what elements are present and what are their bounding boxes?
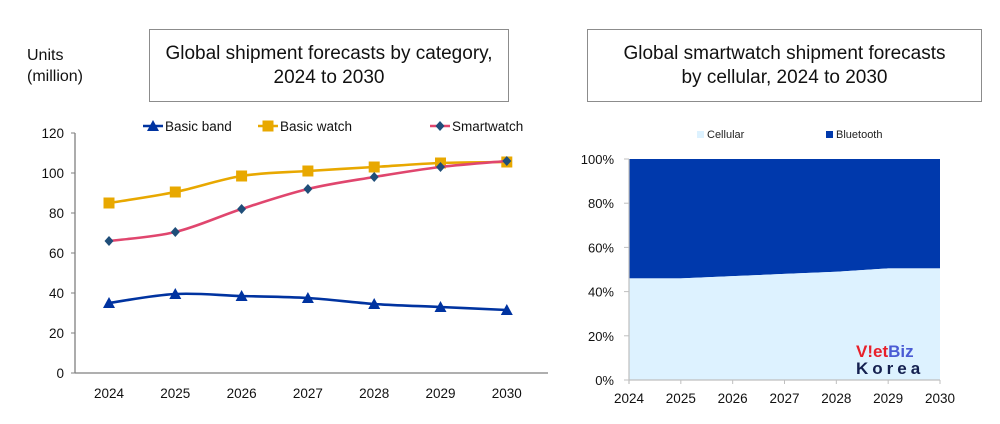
data-point-smartwatch [369, 172, 379, 182]
x-tick-label: 2027 [293, 386, 323, 401]
x-tick-label: 2029 [873, 391, 903, 406]
x-tick-label: 2030 [925, 391, 955, 406]
y-tick-label: 20 [49, 326, 64, 341]
data-point-basic-watch [169, 186, 181, 198]
data-point-basic-band [301, 292, 314, 303]
y-tick-label: 100 [41, 166, 64, 181]
x-tick-label: 2027 [769, 391, 799, 406]
data-point-basic-watch [236, 170, 248, 182]
y-tick-label: 40 [49, 286, 64, 301]
data-point-basic-watch [368, 161, 380, 173]
legend-label: Basic watch [280, 119, 352, 134]
y-tick-label: 120 [41, 126, 64, 141]
area-cellular [629, 268, 940, 380]
left-title-line-2: 2024 to 2030 [273, 66, 385, 88]
data-point-basic-band [235, 290, 248, 301]
x-tick-label: 2029 [425, 386, 455, 401]
data-point-basic-watch [103, 197, 115, 209]
data-point-smartwatch [104, 236, 114, 246]
watermark-logo: V!etBiz [856, 342, 914, 361]
right-title-line-2: by cellular, 2024 to 2030 [681, 66, 888, 88]
data-point-basic-band [368, 298, 381, 309]
x-tick-label: 2028 [821, 391, 851, 406]
legend-label: Smartwatch [452, 119, 523, 134]
y-tick-label: 0% [595, 373, 614, 388]
data-point-basic-band [169, 288, 182, 299]
y-axis-unit-label: Units (million) [27, 45, 83, 87]
data-point-smartwatch [237, 204, 247, 214]
x-tick-label: 2030 [492, 386, 522, 401]
y-tick-label: 80 [49, 206, 64, 221]
y-tick-label: 0 [56, 366, 64, 381]
right-title-line-1: Global smartwatch shipment forecasts [623, 42, 946, 64]
x-tick-label: 2024 [94, 386, 125, 401]
area-bluetooth [629, 159, 940, 279]
legend-marker [147, 120, 159, 131]
y-tick-label: 100% [581, 152, 615, 167]
y-tick-label: 80% [588, 196, 614, 211]
y-tick-label: 60 [49, 246, 64, 261]
x-tick-label: 2026 [227, 386, 257, 401]
units-line-2: (million) [27, 68, 83, 85]
data-point-basic-band [434, 301, 447, 312]
legend-label: Cellular [707, 129, 745, 141]
legend-label: Basic band [165, 119, 232, 134]
x-tick-label: 2026 [718, 391, 748, 406]
y-tick-label: 60% [588, 240, 614, 255]
data-point-smartwatch [170, 227, 180, 237]
y-tick-label: 20% [588, 329, 614, 344]
x-tick-label: 2028 [359, 386, 389, 401]
data-point-basic-band [500, 304, 513, 315]
left-chart-title: Global shipment forecasts by category, 20… [149, 29, 509, 102]
right-chart-title: Global smartwatch shipment forecasts by c… [587, 29, 982, 102]
legend-label: Bluetooth [836, 129, 882, 141]
units-line-1: Units [27, 47, 64, 64]
data-point-smartwatch [502, 156, 512, 166]
legend-marker [435, 121, 445, 131]
data-point-basic-band [103, 297, 115, 308]
data-point-smartwatch [436, 162, 445, 172]
data-point-basic-watch [302, 165, 314, 177]
x-tick-label: 2025 [666, 391, 696, 406]
data-point-smartwatch [303, 184, 313, 194]
left-title-line-1: Global shipment forecasts by category, [165, 42, 493, 64]
watermark-korea: Korea [856, 359, 924, 378]
legend-swatch [826, 131, 833, 138]
legend-marker [262, 120, 274, 132]
y-tick-label: 40% [588, 285, 614, 300]
legend-swatch [697, 131, 704, 138]
x-tick-label: 2025 [160, 386, 190, 401]
x-tick-label: 2024 [614, 391, 645, 406]
